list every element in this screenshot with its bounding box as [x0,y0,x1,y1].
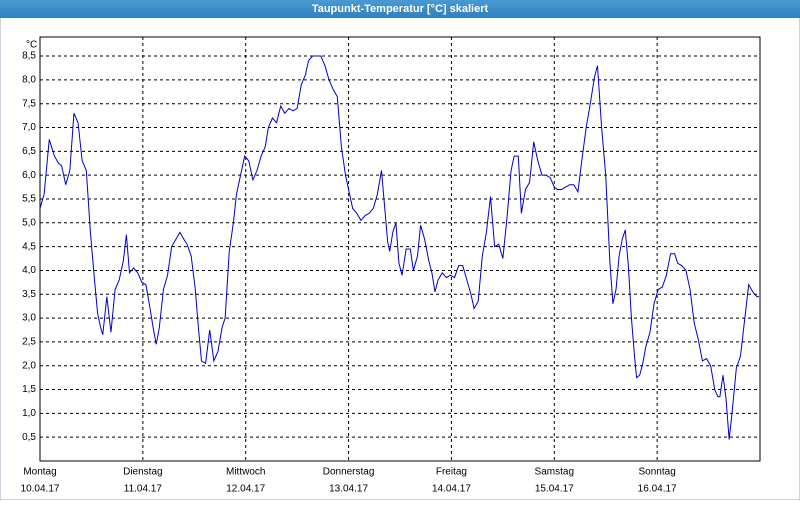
x-day-name: Sonntag [639,467,676,478]
y-tick-label: 7,5 [22,98,36,109]
y-tick-label: 3,5 [22,289,36,300]
x-tick-label: 15.04.17 [535,484,574,495]
x-day-name: Samstag [535,467,574,478]
x-tick-label: 13.04.17 [329,484,368,495]
x-tick-label: 14.04.17 [432,484,471,495]
y-tick-label: 4,0 [22,265,36,276]
x-tick-label: 16.04.17 [638,484,677,495]
chart-title: Taupunkt-Temperatur [°C] skaliert [312,3,489,15]
y-tick-label: 4,5 [22,241,36,252]
x-tick-label: 12.04.17 [226,484,265,495]
y-tick-label: 3,0 [22,313,36,324]
y-tick-label: 5,5 [22,194,36,205]
y-tick-label: 1,5 [22,384,36,395]
y-tick-label: 6,5 [22,146,36,157]
x-day-name: Freitag [436,467,467,478]
x-day-name: Montag [23,467,56,478]
y-tick-label: 5,0 [22,217,36,228]
y-tick-label: 8,5 [22,51,36,62]
y-tick-label: 6,0 [22,170,36,181]
x-day-name: Dienstag [123,467,162,478]
y-tick-label: 2,5 [22,337,36,348]
data-line [39,55,759,440]
y-tick-label: 2,0 [22,360,36,371]
x-tick-label: 10.04.17 [21,484,60,495]
y-tick-label: 0,5 [22,432,36,443]
y-unit: °C [26,40,37,51]
x-day-name: Mittwoch [226,467,265,478]
x-day-name: Donnerstag [323,467,375,478]
x-tick-label: 11.04.17 [124,484,163,495]
y-tick-label: 8,0 [22,75,36,86]
y-tick-label: 1,0 [22,408,36,419]
y-tick-label: 7,0 [22,122,36,133]
title-bar [0,0,800,18]
